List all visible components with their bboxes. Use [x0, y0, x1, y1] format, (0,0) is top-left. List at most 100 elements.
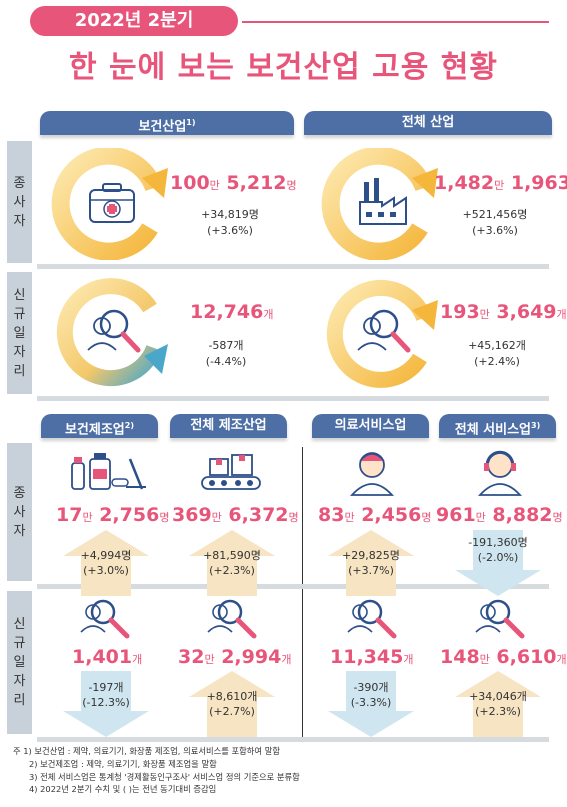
- health-mfg-jobs-arrow: -197개 (-12.3%): [55, 671, 157, 737]
- unit-man: 만: [209, 179, 220, 192]
- side-char: 리: [13, 363, 26, 379]
- footnote: 주 1) 보건산업 : 제약, 의료기기, 화장품 제조업, 의료서비스를 포함…: [13, 746, 280, 756]
- medical-jobs-value: 11,345개: [330, 646, 413, 668]
- health-mfg-workers-arrow: +4,994명 (+3.0%): [55, 530, 157, 596]
- side-char: 자: [13, 674, 26, 689]
- row-divider: [37, 737, 549, 742]
- side-label-newjobs-top: 신 규 일 자 리: [7, 272, 32, 394]
- value-rest: 8,882: [492, 504, 553, 526]
- header-health-manufacturing: 보건제조업2): [41, 414, 158, 438]
- header-label: 전체 서비스업: [454, 422, 532, 438]
- header-sup: 3): [531, 421, 541, 430]
- unit-man: 만: [475, 511, 486, 524]
- value-rest: 2,994: [221, 646, 282, 668]
- value-rest: 3,649: [496, 301, 557, 323]
- side-char: 사: [13, 504, 26, 520]
- change-pct: (+2.4%): [474, 355, 520, 368]
- change-pct: (+3.0%): [83, 564, 129, 577]
- medical-workers-value: 83만 2,456명: [318, 504, 431, 526]
- side-label-newjobs-bottom: 신 규 일 자 리: [7, 591, 32, 734]
- side-char: 신: [13, 287, 26, 303]
- change-pct: (+2.3%): [475, 705, 521, 718]
- change-value: +521,456명: [462, 208, 528, 221]
- unit: 개: [556, 653, 567, 666]
- side-char: 사: [13, 194, 26, 210]
- unit-man: 만: [494, 179, 505, 192]
- value-rest: 1,963: [510, 172, 567, 194]
- unit-man: 만: [82, 511, 93, 524]
- health-workers-change: +34,819명 (+3.6%): [180, 207, 280, 239]
- change-value: -390개: [353, 681, 389, 694]
- footnote: 2) 보건제조업 : 제약, 의료기기, 화장품 제조업을 말함: [29, 758, 217, 769]
- unit: 개: [281, 653, 292, 666]
- unit-man: 만: [204, 653, 215, 666]
- change-value: -191,360명: [468, 536, 528, 549]
- header-medical-service: 의료서비스업: [312, 414, 429, 438]
- row-divider: [37, 584, 549, 589]
- change-value: +34,819명: [201, 208, 259, 221]
- unit-man: 만: [479, 308, 490, 321]
- value-rest: 2,756: [99, 504, 160, 526]
- all-mfg-workers-value: 369만 6,372명: [172, 504, 299, 526]
- health-workers-value: 100만 5,212명: [170, 172, 297, 194]
- job-search-icon: [50, 278, 170, 392]
- unit-man: 만: [211, 511, 222, 524]
- medical-jobs-arrow: -390개 (-3.3%): [320, 671, 422, 737]
- header-label: 전체 제조산업: [190, 418, 267, 433]
- page-title: 한 눈에 보는 보건산업 고용 현황: [68, 50, 499, 85]
- row-divider: [37, 264, 549, 269]
- side-char: 종: [13, 175, 26, 191]
- medicine-tools-icon: [68, 449, 148, 499]
- unit: 개: [263, 308, 274, 321]
- header-label: 보건제조업: [64, 422, 125, 438]
- job-search-icon: [75, 596, 135, 644]
- value-rest: 6,610: [496, 646, 557, 668]
- value-man: 148: [440, 646, 480, 668]
- row-divider: [37, 396, 549, 401]
- doctor-icon: [344, 447, 400, 501]
- side-char: 자: [13, 523, 26, 539]
- conveyor-boxes-icon: [196, 449, 266, 499]
- job-search-icon: [202, 596, 262, 644]
- header-all-industry-label: 전체 산업: [401, 115, 455, 130]
- value-rest: 1,401: [72, 646, 133, 668]
- all-service-workers-arrow: -191,360명 (-2.0%): [447, 530, 549, 596]
- side-char: 규: [13, 306, 26, 322]
- header-health-industry: 보건산업1): [40, 111, 294, 135]
- change-pct: (+2.7%): [209, 705, 255, 718]
- change-value: +45,162개: [468, 339, 526, 352]
- unit-man: 만: [344, 511, 355, 524]
- period-badge-text: 2022년 2분기: [74, 10, 194, 31]
- call-center-icon: [472, 447, 528, 501]
- unit: 개: [132, 653, 143, 666]
- side-char: 자: [13, 344, 26, 360]
- job-search-icon: [470, 596, 530, 644]
- value-man: 193: [440, 301, 480, 323]
- side-char: 규: [13, 636, 26, 651]
- health-jobs-change: -587개 (-4.4%): [186, 338, 266, 370]
- side-char: 자: [13, 213, 26, 229]
- change-pct: (+3.7%): [348, 564, 394, 577]
- header-all-manufacturing: 전체 제조산업: [170, 414, 287, 438]
- health-mfg-workers-value: 17만 2,756명: [56, 504, 169, 526]
- side-label-workers-bottom: 종 사 자: [7, 443, 32, 581]
- unit: 개: [556, 308, 567, 321]
- value-man: 961: [436, 504, 476, 526]
- change-value: +29,825명: [342, 549, 400, 562]
- change-pct: (+3.6%): [472, 224, 518, 237]
- all-service-jobs-arrow: +34,046개 (+2.3%): [447, 671, 549, 737]
- header-label: 의료서비스업: [334, 418, 407, 433]
- value-man: 32: [178, 646, 205, 668]
- all-jobs-change: +45,162개 (+2.4%): [452, 338, 542, 370]
- header-all-service: 전체 서비스업3): [439, 414, 556, 438]
- value-man: 100: [170, 172, 210, 194]
- unit: 명: [159, 511, 170, 524]
- footnote: 4) 2022년 2분기 수치 및 ( )는 전년 동기대비 증감임: [29, 784, 217, 795]
- first-aid-kit-icon: [50, 146, 170, 264]
- header-sup: 2): [124, 421, 135, 430]
- health-jobs-value: 12,746개: [190, 301, 273, 323]
- side-char: 종: [13, 485, 26, 501]
- header-all-industry: 전체 산업: [304, 111, 552, 135]
- value-rest: 5,212: [226, 172, 287, 194]
- health-mfg-jobs-value: 1,401개: [72, 646, 142, 668]
